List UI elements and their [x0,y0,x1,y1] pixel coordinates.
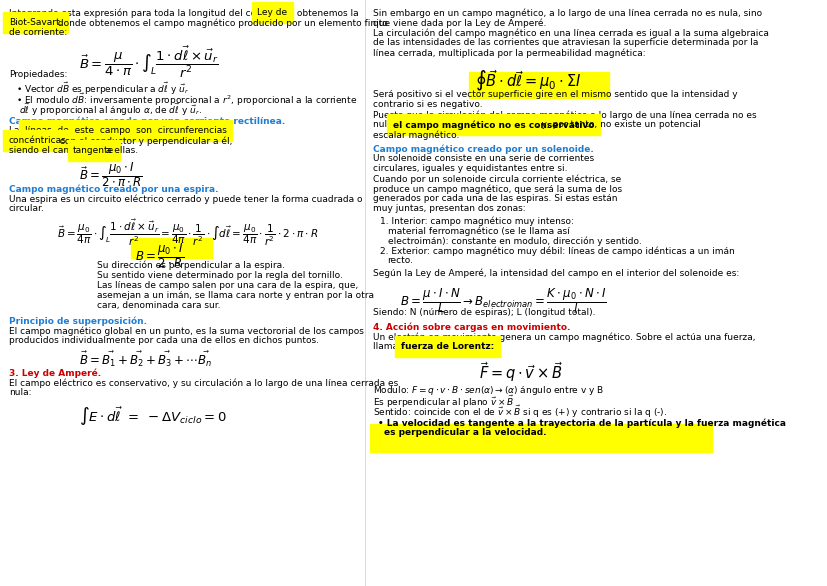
Text: que viene dada por la Ley de Amperé.: que viene dada por la Ley de Amperé. [373,18,546,28]
Text: asemejan a un imán, se llama cara norte y entran por la otra: asemejan a un imán, se llama cara norte … [97,291,374,300]
Text: producidos individualmente por cada una de ellos en dichos puntos.: producidos individualmente por cada una … [9,336,318,345]
Text: escalar magnético.: escalar magnético. [373,130,459,139]
Text: generados por cada una de las espiras. Si estas están: generados por cada una de las espiras. S… [373,194,617,203]
Text: Su dirección es perpendicular a la espira.: Su dirección es perpendicular a la espir… [97,261,284,271]
FancyBboxPatch shape [131,238,212,258]
Text: El campo eléctrico es conservativo, y su circulación a lo largo de una línea cer: El campo eléctrico es conservativo, y su… [9,378,398,387]
Text: fuerza de Lorentz:: fuerza de Lorentz: [400,342,494,351]
Text: • La velocidad es tangente a la trayectoria de la partícula y la fuerza magnétic: • La velocidad es tangente a la trayecto… [377,418,785,428]
Text: Su sentido viene determinado por la regla del tornillo.: Su sentido viene determinado por la regl… [97,271,342,280]
Text: $d\vec{\ell}$ y proporcional al ángulo $\alpha$, de $d\vec{\ell}$ y $\vec{u}_r$.: $d\vec{\ell}$ y proporcional al ángulo $… [19,102,202,118]
Text: Un electrón en movimiento genera un campo magnético. Sobre el actúa una fuerza,: Un electrón en movimiento genera un camp… [373,332,755,342]
Text: Las: Las [9,126,30,135]
Text: de las intensidades de las corrientes que atraviesan la superficie determinada p: de las intensidades de las corrientes qu… [373,38,758,47]
Text: muy juntas, presentan dos zonas:: muy juntas, presentan dos zonas: [373,204,525,213]
Text: Modulo: $F = q\cdot v \cdot B \cdot sen(\alpha) \rightarrow (\alpha)$ ángulo ent: Modulo: $F = q\cdot v \cdot B \cdot sen(… [373,384,604,397]
Text: Ley de: Ley de [257,8,287,17]
Text: Principio de superposición.: Principio de superposición. [9,316,146,325]
Text: Sentido: coincide con el de $\vec{v}\times\vec{B}$ si q es (+) y contrario si la: Sentido: coincide con el de $\vec{v}\tim… [373,404,667,420]
Text: Será positivo si el vector superficie gire en el mismo sentido que la intensidad: Será positivo si el vector superficie gi… [373,90,737,99]
Text: 4. Acción sobre cargas en movimiento.: 4. Acción sobre cargas en movimiento. [373,322,570,332]
Text: • Vector $d\vec{B}$ es perpendicular a $d\vec{\ell}$ y $\vec{u}_r$: • Vector $d\vec{B}$ es perpendicular a $… [16,81,189,97]
Text: Una espira es un circuito eléctrico cerrado y puede tener la forma cuadrada o: Una espira es un circuito eléctrico cerr… [9,194,362,203]
Text: $\vec{B} = \vec{B_1} + \vec{B_2} + \vec{B_3} + \cdots \vec{B_n}$: $\vec{B} = \vec{B_1} + \vec{B_2} + \vec{… [79,350,213,369]
Text: recto.: recto. [387,256,413,265]
Text: Un solenoide consiste en una serie de corrientes: Un solenoide consiste en una serie de co… [373,154,594,163]
Text: Siendo: N (número de espiras); L (longitud total).: Siendo: N (número de espiras); L (longit… [373,308,595,317]
Text: nula:: nula: [9,388,31,397]
Text: nula,: nula, [373,120,398,129]
Text: $B = \dfrac{\mu_0 \cdot I}{2 \cdot R}$: $B = \dfrac{\mu_0 \cdot I}{2 \cdot R}$ [135,241,184,270]
Text: Campo magnético creado por un solenoide.: Campo magnético creado por un solenoide. [373,144,594,154]
Text: La circulación del campo magnético en una línea cerrada es igual a la suma algeb: La circulación del campo magnético en un… [373,28,768,38]
Text: Campo magnético creado por una corriente rectilínea.: Campo magnético creado por una corriente… [9,116,284,125]
Text: circular.: circular. [9,204,45,213]
FancyBboxPatch shape [468,72,608,98]
Text: El campo magnético global en un punto, es la suma vectororial de los campos: El campo magnético global en un punto, e… [9,326,363,336]
Text: , y, por tanto, no existe un potencial: , y, por tanto, no existe un potencial [536,120,700,129]
Text: de corriente:: de corriente: [9,28,67,37]
Text: Las líneas de campo salen por una cara de la espira, que,: Las líneas de campo salen por una cara d… [97,281,358,290]
Text: Integrando esta expresión para toda la longitud del conductor, obtenemos la: Integrando esta expresión para toda la l… [9,8,361,18]
Text: Cuando por un solenoide circula corriente eléctrica, se: Cuando por un solenoide circula corrient… [373,174,621,183]
Text: $\vec{B} = \dfrac{\mu}{4\cdot\pi} \cdot \int_L \dfrac{1 \cdot d\vec{\ell} \times: $\vec{B} = \dfrac{\mu}{4\cdot\pi} \cdot … [79,44,218,80]
Text: $B = \dfrac{\mu\cdot I\cdot N}{L} \rightarrow B_{electroiman} = \dfrac{K\cdot\mu: $B = \dfrac{\mu\cdot I\cdot N}{L} \right… [399,286,605,316]
Text: Biot-Savart,: Biot-Savart, [9,18,62,27]
Text: $\vec{F} = q\cdot\vec{v}\times\vec{B}$: $\vec{F} = q\cdot\vec{v}\times\vec{B}$ [479,360,563,384]
Text: • El modulo $d\vec{B}$: inversamente proporcional a $r^2$, proporcional a la cor: • El modulo $d\vec{B}$: inversamente pro… [16,92,356,108]
Text: Es perpendicular al plano $\vec{v}\times\vec{B}$: Es perpendicular al plano $\vec{v}\times… [373,394,514,410]
Text: a ellas.: a ellas. [103,146,138,155]
Text: el campo magnético no es conservativo: el campo magnético no es conservativo [392,120,594,130]
Text: $\oint \vec{B} \cdot d\vec{\ell} = \mu_0 \cdot \Sigma I$: $\oint \vec{B} \cdot d\vec{\ell} = \mu_0… [474,68,581,93]
Text: 3. Ley de Amperé.: 3. Ley de Amperé. [9,368,101,377]
Text: cara, denominada cara sur.: cara, denominada cara sur. [97,301,220,310]
Text: 2. Exterior: campo magnético muy débil: líneas de campo idénticas a un imán: 2. Exterior: campo magnético muy débil: … [380,246,734,255]
Text: siendo el campo: siendo el campo [9,146,86,155]
FancyBboxPatch shape [370,424,711,452]
Text: 1. Interior: campo magnético muy intenso:: 1. Interior: campo magnético muy intenso… [380,216,574,226]
Text: es perpendicular a la velocidad.: es perpendicular a la velocidad. [384,428,546,437]
Text: donde obtenemos el campo magnético producido por un elemento finito: donde obtenemos el campo magnético produ… [55,18,387,28]
Text: Campo magnético creado por una espira.: Campo magnético creado por una espira. [9,184,218,193]
Text: Puesto que la circulación del campo magnético a lo largo de una línea cerrada no: Puesto que la circulación del campo magn… [373,110,756,120]
Text: con el conductor y perpendicular a él,: con el conductor y perpendicular a él, [57,136,232,145]
Text: llamada: llamada [373,342,412,351]
Text: líneas  de  este  campo  son  circunferencias: líneas de este campo son circunferencias [25,126,227,135]
Text: $\vec{B} = \dfrac{\mu_0}{4\pi}\cdot\int_L\dfrac{1\cdot d\vec{\ell}\times\vec{u}_: $\vec{B} = \dfrac{\mu_0}{4\pi}\cdot\int_… [57,218,318,248]
Text: $\int E \cdot d\vec{\ell} \ = \ -\Delta V_{ciclo} = 0$: $\int E \cdot d\vec{\ell} \ = \ -\Delta … [79,406,227,428]
Text: contrario si es negativo.: contrario si es negativo. [373,100,482,109]
Text: material ferromagnético (se le llama así: material ferromagnético (se le llama así [387,226,569,236]
Text: Sin embargo en un campo magnético, a lo largo de una línea cerrada no es nula, s: Sin embargo en un campo magnético, a lo … [373,8,762,18]
Text: $\vec{B} = \dfrac{\mu_0 \cdot I}{2 \cdot \pi \cdot R}$: $\vec{B} = \dfrac{\mu_0 \cdot I}{2 \cdot… [79,160,143,189]
Text: línea cerrada, multiplicada por la permeabilidad magnética:: línea cerrada, multiplicada por la perme… [373,48,645,57]
Text: Según la Ley de Amperé, la intensidad del campo en el interior del solenoide es:: Según la Ley de Amperé, la intensidad de… [373,268,739,278]
Text: produce un campo magnético, que será la suma de los: produce un campo magnético, que será la … [373,184,622,193]
Text: concéntricas: concéntricas [9,136,66,145]
Text: tangente: tangente [73,146,114,155]
Text: circulares, iguales y equidistantes entre si.: circulares, iguales y equidistantes entr… [373,164,567,173]
Text: electroimán): constante en modulo, dirección y sentido.: electroimán): constante en modulo, direc… [387,236,640,246]
Text: Propiedades:: Propiedades: [9,70,67,79]
